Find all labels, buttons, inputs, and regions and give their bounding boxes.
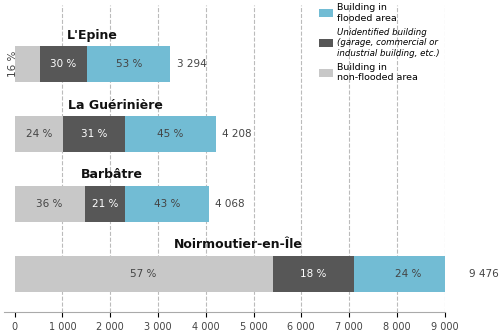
Bar xyxy=(84,185,126,222)
Text: 4 208: 4 208 xyxy=(222,129,252,139)
Text: 45 %: 45 % xyxy=(158,129,184,139)
Text: 21 %: 21 % xyxy=(92,199,118,209)
Text: 3 294: 3 294 xyxy=(176,59,206,69)
Text: 18 %: 18 % xyxy=(300,269,326,279)
Bar xyxy=(63,116,125,152)
Bar xyxy=(125,116,216,152)
Bar xyxy=(272,255,354,292)
Text: 24 %: 24 % xyxy=(396,269,421,279)
Bar xyxy=(354,255,463,292)
Legend: Building in
flooded area, Unidentified building
(garage, commercial or
industria: Building in flooded area, Unidentified b… xyxy=(320,3,440,82)
Text: Noirmoutier-en-Île: Noirmoutier-en-Île xyxy=(174,238,303,251)
Bar xyxy=(14,185,84,222)
Text: 9 476: 9 476 xyxy=(469,269,499,279)
Text: 57 %: 57 % xyxy=(130,269,157,279)
Bar xyxy=(126,185,209,222)
Text: 30 %: 30 % xyxy=(50,59,76,69)
Text: 43 %: 43 % xyxy=(154,199,180,209)
Text: 24 %: 24 % xyxy=(26,129,52,139)
Bar xyxy=(14,116,63,152)
Text: La Guérinière: La Guérinière xyxy=(68,98,162,112)
Bar xyxy=(87,46,170,82)
Text: L'Epine: L'Epine xyxy=(67,29,118,42)
Text: 31 %: 31 % xyxy=(81,129,108,139)
Text: Barbâtre: Barbâtre xyxy=(81,168,143,181)
Bar xyxy=(40,46,87,82)
Text: 4 068: 4 068 xyxy=(215,199,245,209)
Text: 36 %: 36 % xyxy=(36,199,63,209)
Bar xyxy=(14,255,272,292)
Text: 53 %: 53 % xyxy=(116,59,142,69)
Bar xyxy=(14,46,40,82)
Text: 16 %: 16 % xyxy=(8,51,18,77)
